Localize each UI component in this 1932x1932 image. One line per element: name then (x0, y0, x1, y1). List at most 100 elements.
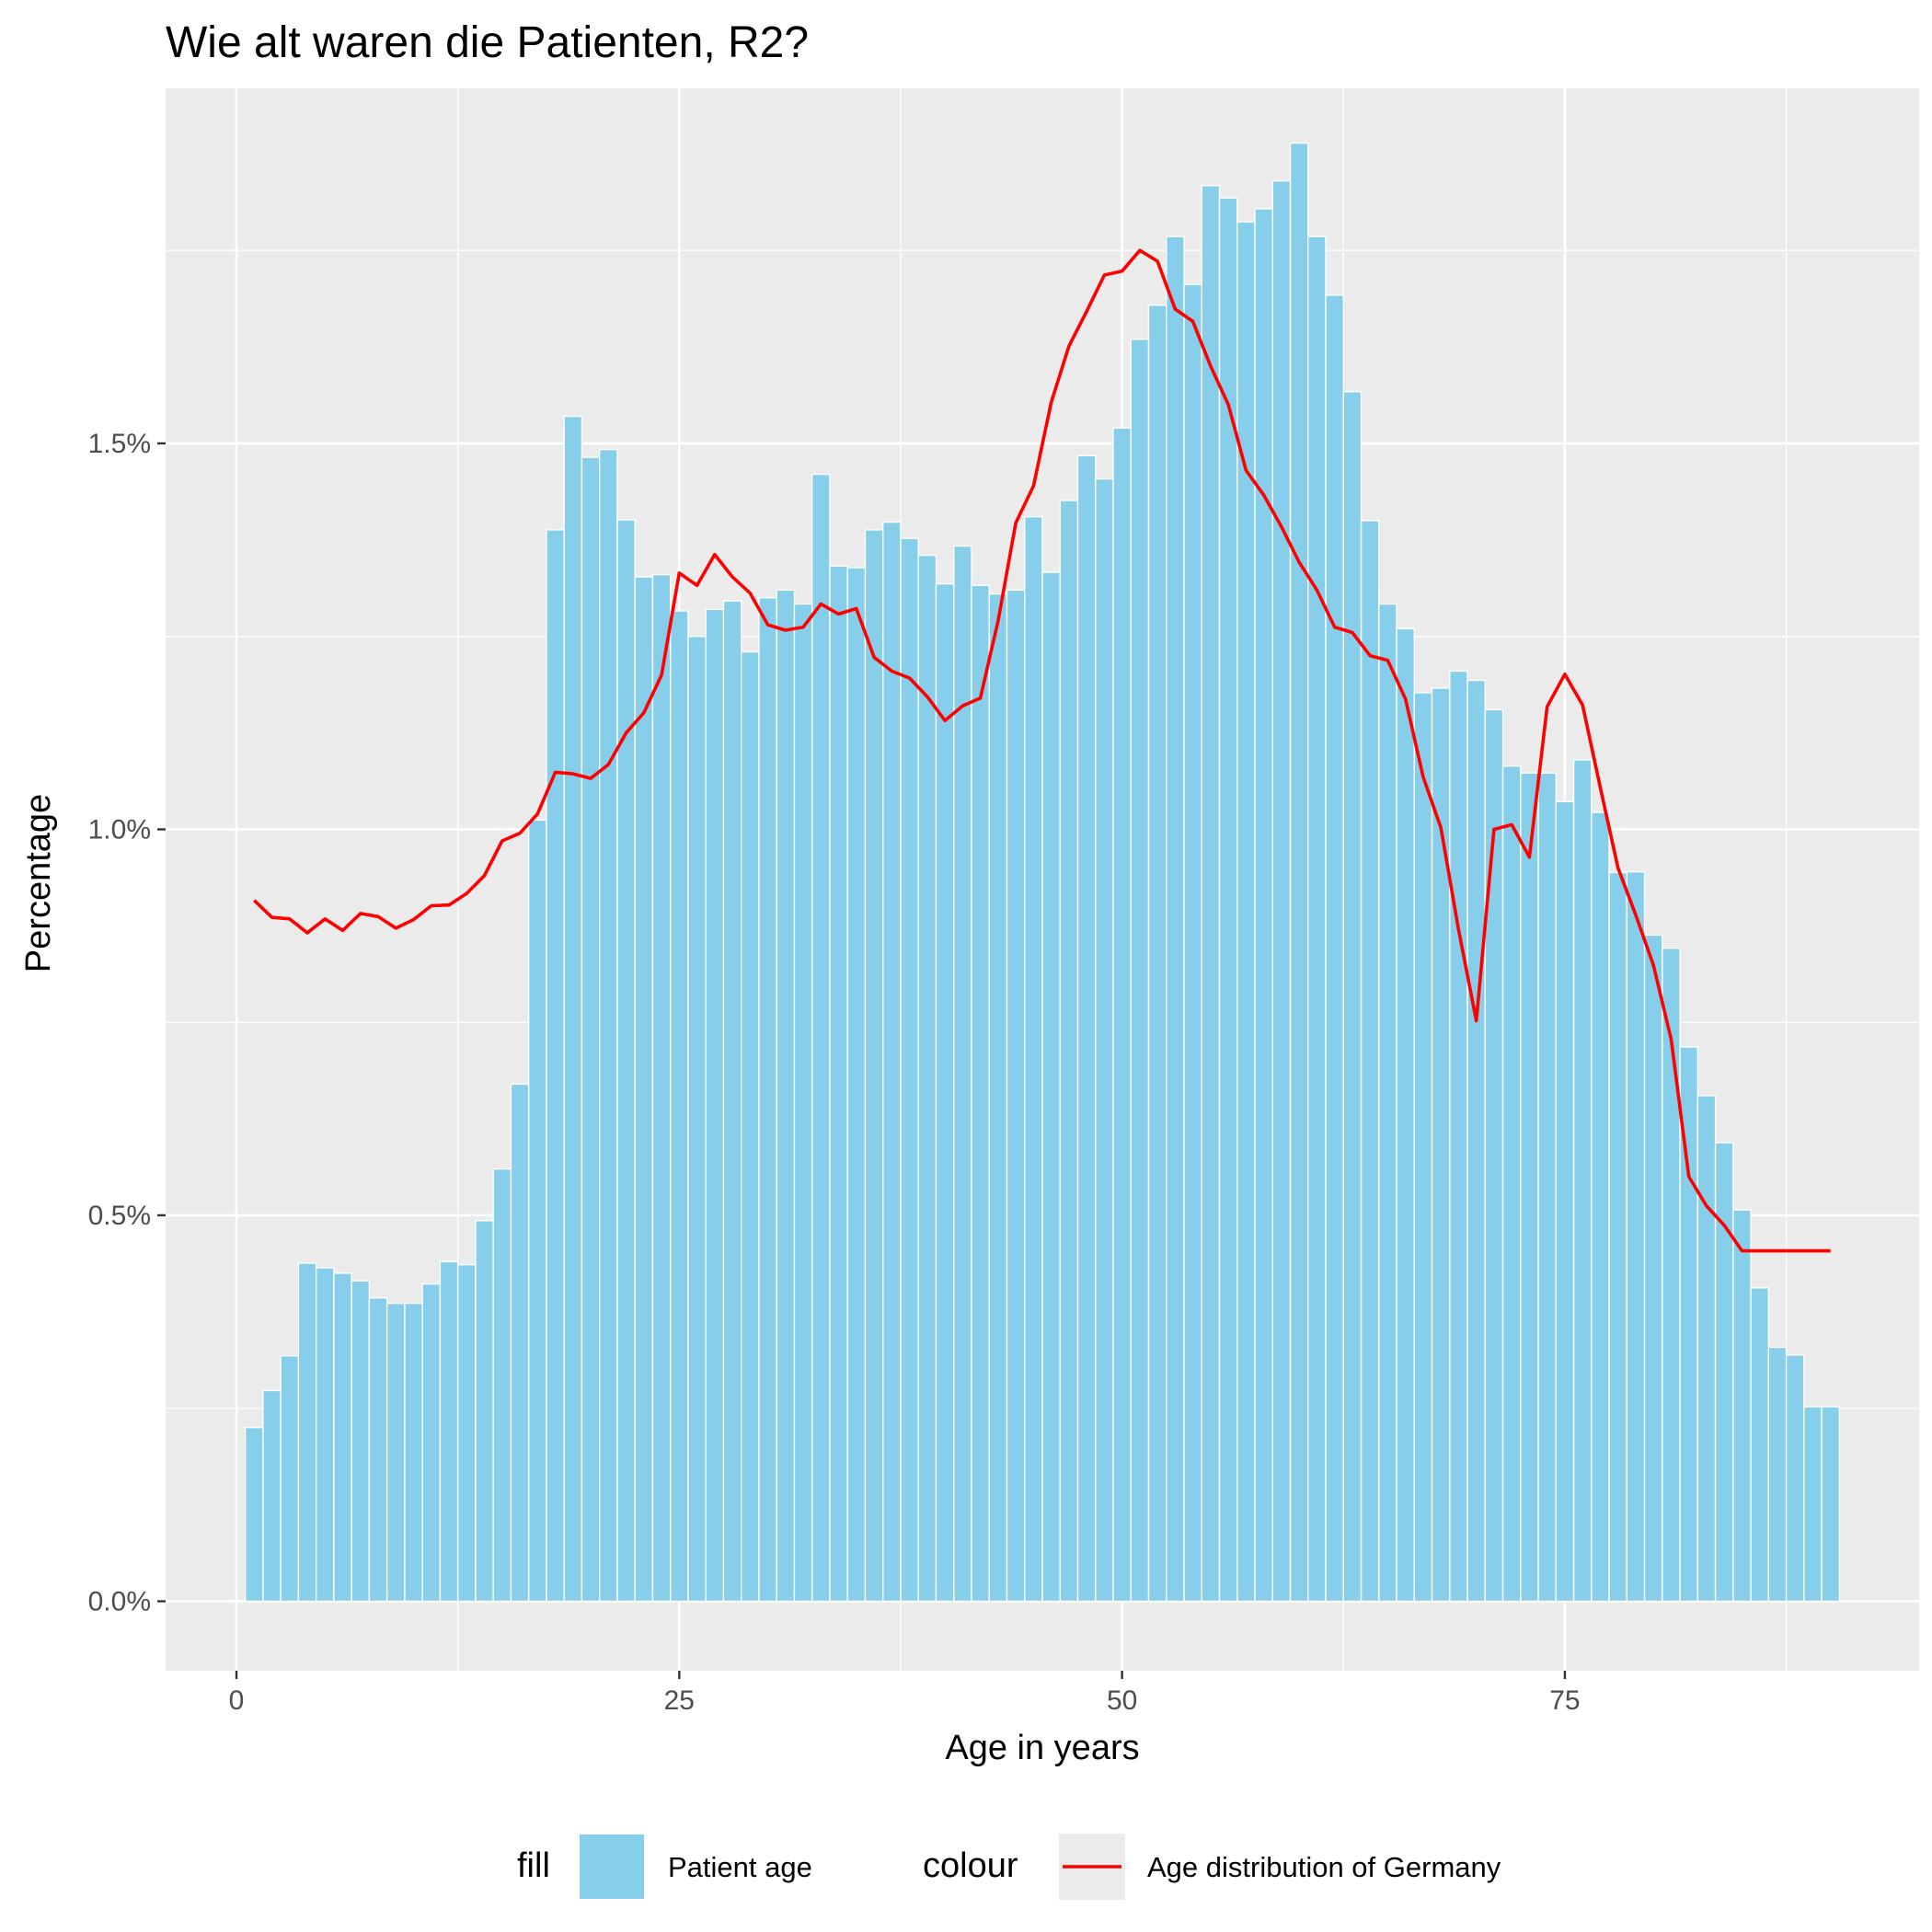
x-tick-label: 50 (1107, 1685, 1137, 1716)
bar (439, 1260, 459, 1603)
x-axis: 0 25 50 75 (229, 1671, 1581, 1716)
bar (1360, 520, 1380, 1603)
bar (882, 521, 902, 1603)
y-tick-label: 1.0% (88, 814, 151, 845)
bar (811, 473, 831, 1603)
bar (1643, 934, 1663, 1603)
bar (1006, 589, 1026, 1603)
legend: fill Patient age colour Age distribution… (517, 1833, 1501, 1901)
bar (917, 554, 937, 1603)
bar (651, 573, 672, 1603)
bar (935, 582, 955, 1603)
bar (456, 1263, 477, 1603)
x-axis-title: Age in years (945, 1729, 1139, 1767)
bar (1147, 305, 1167, 1603)
bar (829, 565, 848, 1603)
bar (546, 529, 565, 1603)
bar (1767, 1346, 1788, 1603)
bar (1183, 283, 1202, 1603)
bars (244, 142, 1841, 1603)
x-tick-label: 25 (664, 1685, 695, 1716)
bar (1166, 236, 1185, 1603)
bar (687, 636, 707, 1603)
legend-colour-label: Age distribution of Germany (1147, 1851, 1501, 1883)
bar (297, 1262, 317, 1603)
bar (1537, 772, 1558, 1603)
y-axis: 0.0% 0.5% 1.0% 1.5% (88, 429, 166, 1616)
bar (1325, 294, 1344, 1603)
bar (598, 448, 618, 1603)
y-tick-label: 0.0% (88, 1586, 151, 1616)
bar (404, 1302, 423, 1603)
bar (385, 1302, 406, 1603)
bar (776, 589, 796, 1603)
y-tick-label: 0.5% (88, 1201, 151, 1231)
bar (262, 1389, 282, 1603)
legend-colour-title: colour (923, 1846, 1018, 1885)
bar (1059, 500, 1079, 1603)
bar (280, 1354, 300, 1603)
bar (1342, 391, 1363, 1603)
bar (1572, 759, 1593, 1603)
bar (1732, 1209, 1752, 1603)
bar (1130, 338, 1150, 1603)
bar (793, 603, 813, 1603)
bar (1803, 1406, 1823, 1603)
bar (1821, 1406, 1841, 1603)
bar (563, 415, 583, 1603)
bar (1378, 603, 1397, 1603)
bar (616, 519, 636, 1603)
y-tick-label: 1.5% (88, 429, 151, 459)
bar (1236, 221, 1256, 1603)
bar (669, 610, 689, 1603)
bar (1750, 1287, 1770, 1603)
bar (475, 1220, 494, 1603)
bar (1095, 477, 1114, 1603)
bar (1466, 679, 1487, 1603)
bar (510, 1083, 530, 1603)
bar (1289, 142, 1309, 1603)
bar (1254, 208, 1273, 1603)
bar (1449, 670, 1468, 1603)
bar (368, 1297, 388, 1603)
bar (1041, 571, 1061, 1603)
bar (1555, 800, 1575, 1603)
bar (1307, 236, 1327, 1603)
bar (492, 1167, 512, 1603)
legend-fill-key (578, 1833, 646, 1901)
x-tick-label: 0 (229, 1685, 245, 1716)
bar (1714, 1142, 1734, 1603)
legend-fill-label: Patient age (668, 1851, 812, 1883)
bar (527, 819, 547, 1603)
bar (1520, 772, 1539, 1603)
bar (1591, 811, 1610, 1603)
bar (741, 650, 760, 1603)
bar (244, 1427, 264, 1603)
bar (634, 576, 654, 1603)
bar (1626, 870, 1646, 1603)
line-series-germany (253, 248, 1831, 1253)
y-axis-title: Percentage (19, 794, 58, 972)
bar (1785, 1354, 1805, 1603)
chart-title: Wie alt waren die Patienten, R2? (166, 18, 809, 67)
x-tick-label: 75 (1549, 1685, 1580, 1716)
bar (1501, 765, 1522, 1603)
bar (1696, 1095, 1717, 1603)
bar (421, 1282, 442, 1603)
bar (1112, 427, 1132, 1603)
bar (864, 529, 884, 1603)
bar (1396, 627, 1416, 1603)
bar (1271, 179, 1292, 1603)
bar (900, 537, 919, 1603)
bar (758, 597, 777, 1603)
bar (351, 1280, 371, 1603)
bar (722, 600, 742, 1603)
bar (846, 567, 867, 1603)
bar (581, 456, 601, 1603)
bar (971, 584, 990, 1603)
bar (1413, 692, 1433, 1603)
bar (1608, 871, 1628, 1603)
bar (988, 592, 1008, 1603)
bar (1076, 454, 1097, 1603)
